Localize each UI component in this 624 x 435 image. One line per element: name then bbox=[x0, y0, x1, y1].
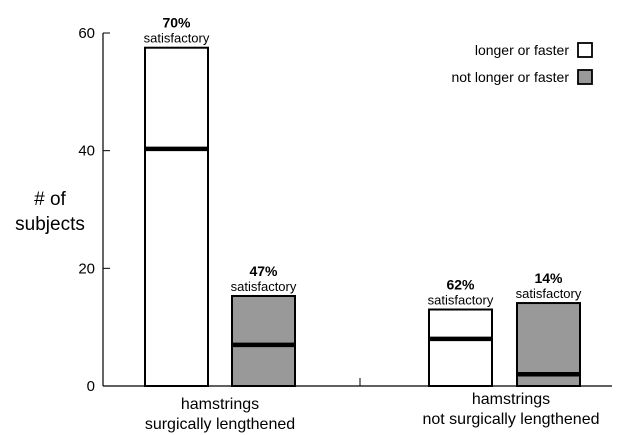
group-label-2-line-2: not surgically lengthened bbox=[422, 411, 599, 428]
bar-percent-label: 14% bbox=[534, 270, 563, 286]
bar-note-label: satisfactory bbox=[231, 279, 297, 294]
legend-swatch-longer-or-faster bbox=[578, 43, 592, 57]
y-tick-label: 20 bbox=[78, 260, 95, 277]
bar-percent-label: 70% bbox=[162, 15, 191, 31]
y-axis-label-line-2: subjects bbox=[15, 214, 85, 235]
y-tick-label: 0 bbox=[87, 378, 95, 395]
bar-note-label: satisfactory bbox=[516, 286, 582, 301]
y-axis-label-line-1: # of bbox=[34, 189, 66, 210]
group-label-1-line-2: surgically lengthened bbox=[145, 416, 295, 433]
bar-note-label: satisfactory bbox=[144, 31, 210, 46]
y-tick-label: 60 bbox=[78, 25, 95, 42]
bar-percent-label: 47% bbox=[249, 263, 278, 279]
legend-label-not-longer-or-faster: not longer or faster bbox=[451, 69, 569, 85]
group-label-2-line-1: hamstrings bbox=[472, 391, 550, 408]
group-label-1-line-1: hamstrings bbox=[181, 396, 259, 413]
bar-1-2 bbox=[232, 296, 295, 386]
bar-percent-label: 62% bbox=[446, 277, 475, 293]
legend: longer or faster not longer or faster bbox=[451, 42, 592, 85]
bar-1-1 bbox=[145, 48, 208, 386]
legend-swatch-not-longer-or-faster bbox=[578, 70, 592, 84]
y-tick-label: 40 bbox=[78, 143, 95, 160]
y-ticks: 0 20 40 60 bbox=[78, 25, 110, 395]
bar-note-label: satisfactory bbox=[428, 293, 494, 308]
bar-2-1 bbox=[429, 310, 492, 386]
legend-label-longer-or-faster: longer or faster bbox=[475, 42, 569, 58]
group-labels: hamstrings surgically lengthened hamstri… bbox=[145, 391, 600, 433]
